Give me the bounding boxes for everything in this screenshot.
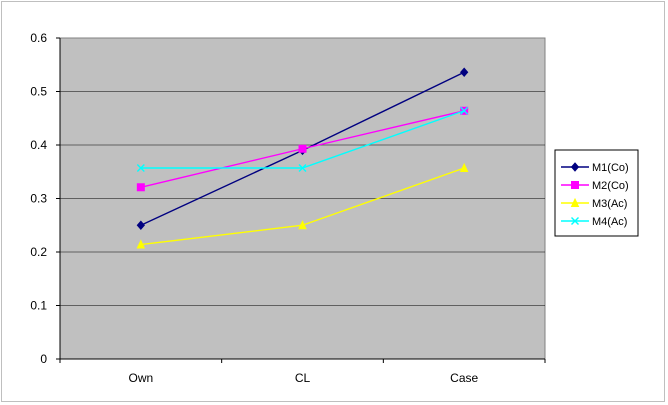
y-tick-label: 0.2 [30,245,47,259]
data-point [136,220,145,231]
legend-label: M2(Co) [592,180,629,192]
data-point [298,144,307,153]
series-3 [136,162,469,249]
y-tick-label: 0 [40,352,47,366]
legend-item: M2(Co) [561,180,629,192]
legend-marker [570,162,580,172]
y-tick-label: 0.4 [30,138,47,152]
gridlines [60,91,545,306]
legend-label: M1(Co) [592,162,629,174]
data-point [460,67,469,77]
series-group [136,67,469,249]
legend: M1(Co) M2(Co) M3(Ac) M4(Ac) [554,149,639,237]
data-point [459,162,469,173]
x-tick-label: Case [450,371,478,385]
y-tick-label: 0.1 [30,299,47,313]
data-point [136,164,145,172]
y-tick-label: 0.3 [30,192,47,206]
x-axis-ticks: Own CL Case [59,358,546,385]
x-tick-label: Own [128,371,153,385]
data-point [136,183,145,192]
legend-item: M3(Ac) [561,197,627,210]
legend-label: M4(Ac) [592,216,627,228]
data-point [460,106,469,115]
legend-label: M3(Ac) [592,198,627,210]
y-axis-ticks: 0 0.1 0.2 0.3 0.4 0.5 0.6 [30,31,61,366]
legend-marker [571,181,579,189]
x-tick-label: CL [295,371,311,385]
data-point [136,239,146,249]
legend-item: M4(Ac) [561,216,627,228]
data-point [298,220,307,230]
legend-marker [570,197,580,207]
y-tick-label: 0.6 [30,31,47,45]
data-point [298,164,307,172]
series-4 [136,106,469,172]
legend-marker [571,217,579,225]
y-tick-label: 0.5 [30,85,47,99]
legend-item: M1(Co) [561,162,629,174]
